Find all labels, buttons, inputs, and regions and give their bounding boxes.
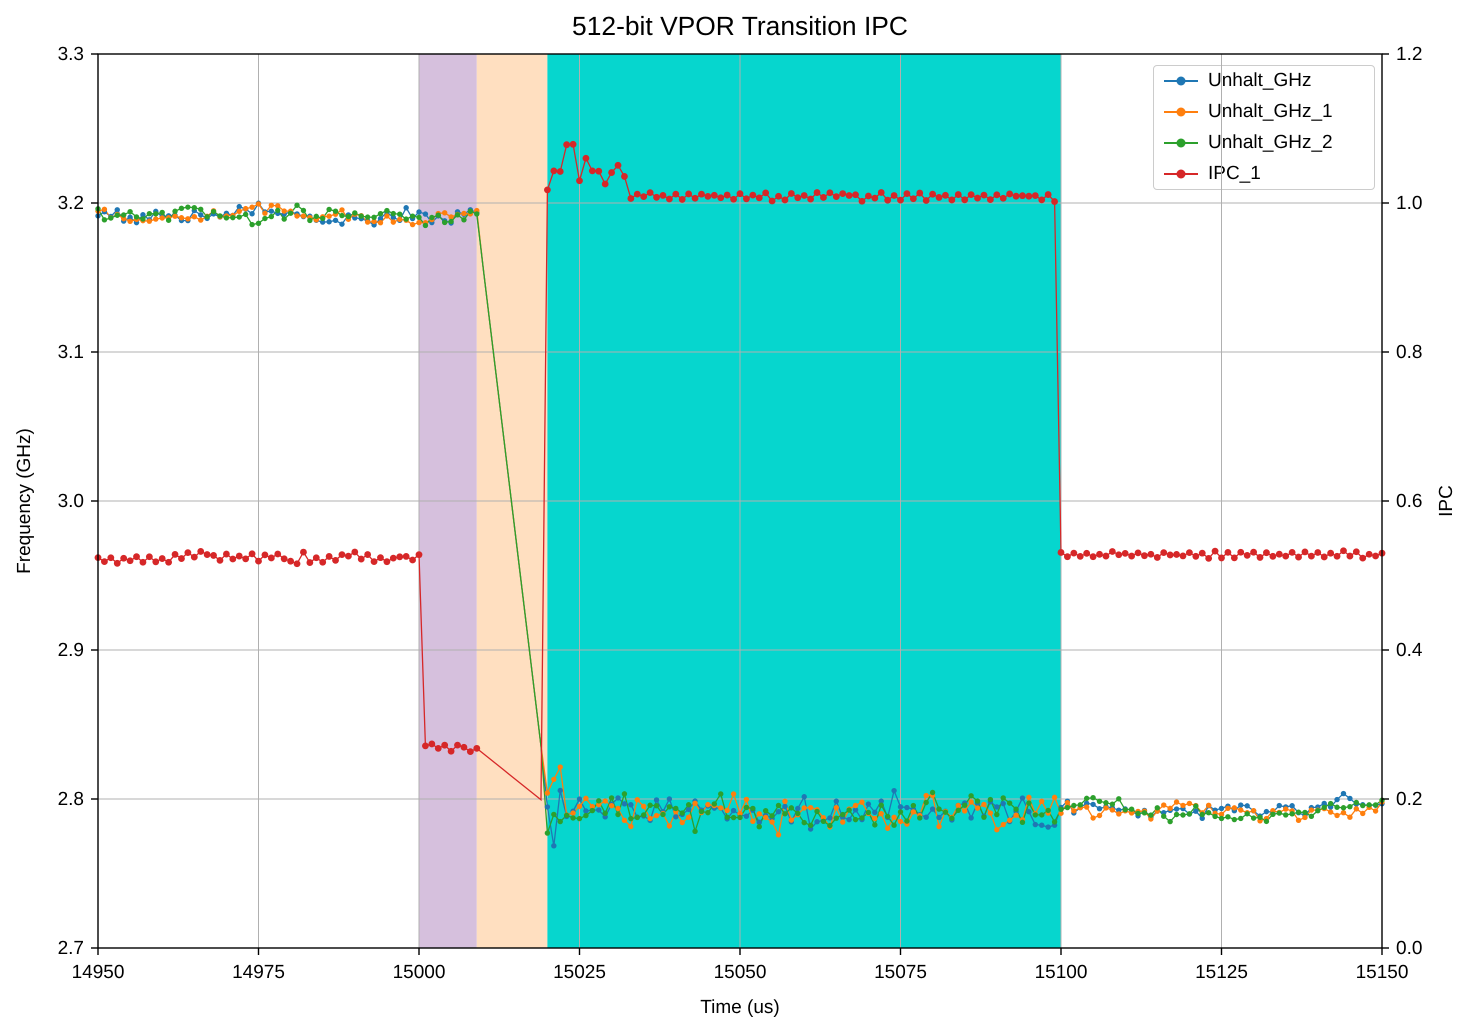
svg-text:14975: 14975 [232, 962, 285, 983]
svg-text:14950: 14950 [72, 962, 125, 983]
svg-text:0.8: 0.8 [1396, 342, 1422, 363]
svg-text:15100: 15100 [1035, 962, 1088, 983]
svg-text:15150: 15150 [1356, 962, 1409, 983]
svg-text:Time (us): Time (us) [700, 997, 780, 1018]
svg-text:15050: 15050 [714, 962, 767, 983]
svg-text:IPC: IPC [1436, 485, 1457, 517]
svg-text:2.7: 2.7 [58, 938, 84, 959]
svg-text:3.1: 3.1 [58, 342, 84, 363]
svg-text:0.2: 0.2 [1396, 789, 1422, 810]
svg-text:3.2: 3.2 [58, 193, 84, 214]
svg-text:3.0: 3.0 [58, 491, 84, 512]
svg-text:0.0: 0.0 [1396, 938, 1422, 959]
svg-text:15075: 15075 [874, 962, 927, 983]
svg-text:1.0: 1.0 [1396, 193, 1422, 214]
svg-text:1.2: 1.2 [1396, 44, 1422, 65]
svg-text:2.8: 2.8 [58, 789, 84, 810]
svg-text:3.3: 3.3 [58, 44, 84, 65]
svg-text:15000: 15000 [393, 962, 446, 983]
svg-text:0.6: 0.6 [1396, 491, 1422, 512]
svg-text:0.4: 0.4 [1396, 640, 1423, 661]
svg-text:2.9: 2.9 [58, 640, 84, 661]
svg-text:15125: 15125 [1195, 962, 1248, 983]
svg-text:Frequency (GHz): Frequency (GHz) [14, 428, 35, 574]
svg-text:15025: 15025 [553, 962, 606, 983]
